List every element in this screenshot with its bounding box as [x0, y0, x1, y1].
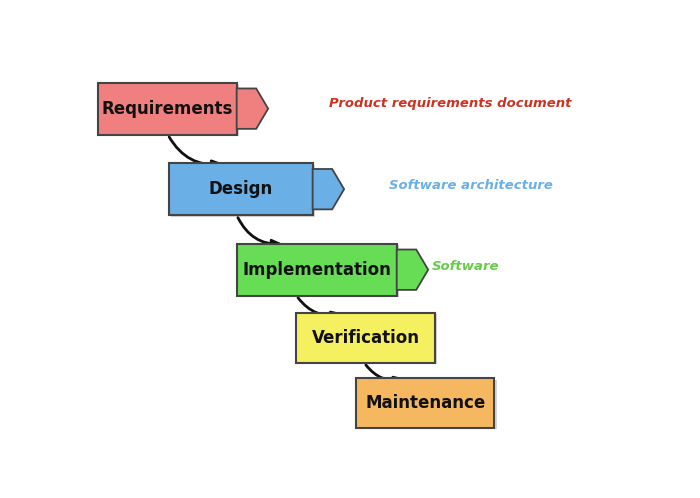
Text: Design: Design [209, 180, 273, 198]
FancyBboxPatch shape [101, 84, 239, 136]
FancyBboxPatch shape [298, 314, 437, 364]
Text: Requirements: Requirements [102, 100, 233, 118]
Text: Implementation: Implementation [242, 261, 391, 279]
FancyBboxPatch shape [356, 378, 494, 428]
Polygon shape [237, 89, 268, 129]
FancyBboxPatch shape [239, 246, 399, 297]
Text: Maintenance: Maintenance [365, 394, 485, 412]
Polygon shape [313, 169, 344, 209]
Text: Software architecture: Software architecture [389, 179, 552, 192]
FancyBboxPatch shape [98, 83, 237, 134]
Polygon shape [397, 249, 428, 290]
FancyBboxPatch shape [296, 313, 435, 363]
FancyBboxPatch shape [358, 379, 496, 429]
FancyBboxPatch shape [169, 163, 313, 215]
Text: Product requirements document: Product requirements document [329, 97, 571, 111]
FancyBboxPatch shape [237, 244, 397, 296]
Text: Software: Software [432, 259, 500, 272]
Text: Verification: Verification [312, 329, 419, 347]
FancyBboxPatch shape [171, 165, 315, 217]
